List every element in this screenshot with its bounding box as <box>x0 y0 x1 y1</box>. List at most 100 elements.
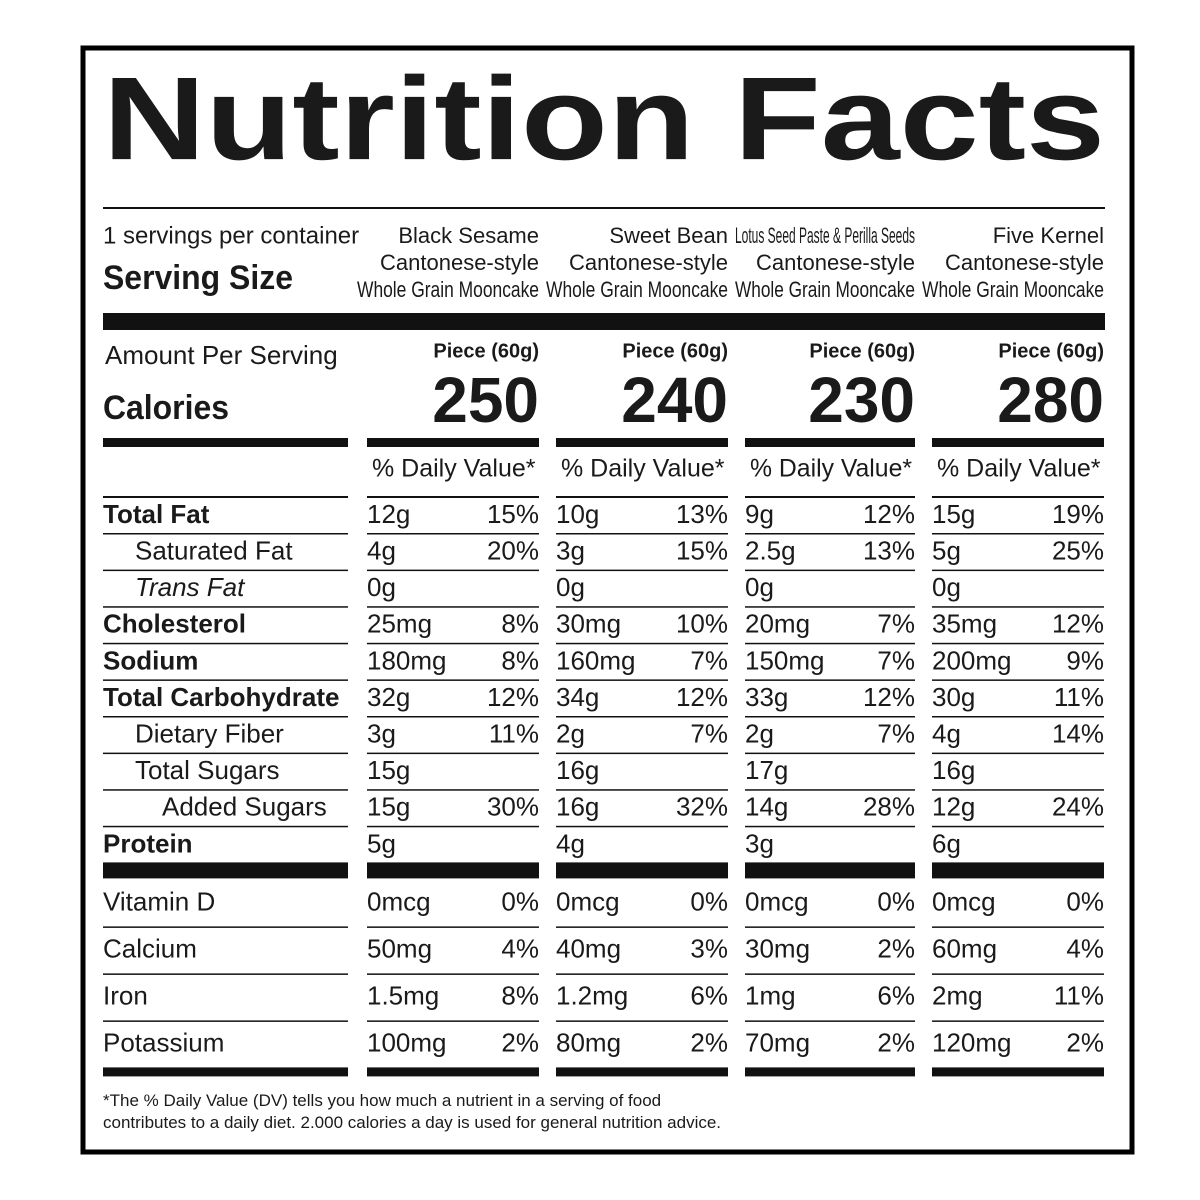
rule <box>745 1020 915 1022</box>
footnote: *The % Daily Value (DV) tells you how mu… <box>103 1091 661 1110</box>
nutrient-amount: 12g <box>367 499 410 529</box>
nutrient-amount: 0mcg <box>745 886 809 916</box>
nutrient-amount: 30g <box>932 682 975 712</box>
rule <box>556 496 728 498</box>
rule <box>932 825 1104 828</box>
nutrient-daily-value: 4% <box>1066 933 1104 963</box>
rule <box>932 606 1104 608</box>
calories-value: 230 <box>808 364 915 436</box>
nutrient-amount: 0mcg <box>367 886 431 916</box>
nutrient-amount: 16g <box>556 755 599 785</box>
rule <box>556 1067 728 1077</box>
rule <box>367 926 539 928</box>
product-name: Whole Grain Mooncake <box>357 277 539 302</box>
rule <box>103 606 348 608</box>
nutrient-daily-value: 25% <box>1052 535 1104 565</box>
nutrient-daily-value: 12% <box>863 682 915 712</box>
nutrient-amount: 34g <box>556 682 599 712</box>
nutrient-daily-value: 12% <box>487 682 539 712</box>
rule <box>103 679 348 681</box>
nutrient-amount: 0mcg <box>932 886 996 916</box>
rule <box>103 496 348 498</box>
nutrient-label: Potassium <box>103 1027 224 1057</box>
nutrient-amount: 5g <box>367 828 396 858</box>
rule <box>103 825 348 828</box>
product-name: Cantonese-style <box>756 250 915 275</box>
title: Nutrition Facts <box>103 53 1105 185</box>
nutrient-daily-value: 7% <box>877 645 915 675</box>
rule <box>932 862 1104 879</box>
nutrient-amount: 33g <box>745 682 788 712</box>
nutrient-daily-value: 13% <box>863 535 915 565</box>
nutrient-daily-value: 15% <box>487 499 539 529</box>
nutrient-amount: 1.2mg <box>556 980 628 1010</box>
rule <box>745 752 915 755</box>
nutrient-amount: 70mg <box>745 1027 810 1057</box>
rule <box>745 438 915 447</box>
nutrient-amount: 5g <box>932 535 961 565</box>
rule <box>932 496 1104 498</box>
rule <box>932 438 1104 447</box>
product-name: Cantonese-style <box>380 250 539 275</box>
nutrient-daily-value: 12% <box>1052 609 1104 639</box>
serving-size-label: Serving Size <box>103 259 293 297</box>
nutrient-amount: 4g <box>367 535 396 565</box>
rule <box>103 789 348 791</box>
nutrient-amount: 25mg <box>367 609 432 639</box>
rule <box>367 1020 539 1022</box>
nutrient-amount: 32g <box>367 682 410 712</box>
nutrient-amount: 4g <box>932 718 961 748</box>
rule <box>103 973 348 975</box>
nutrient-amount: 10g <box>556 499 599 529</box>
nutrient-daily-value: 32% <box>676 792 728 822</box>
nutrient-amount: 1mg <box>745 980 796 1010</box>
nutrient-amount: 0g <box>745 572 774 602</box>
rule <box>556 606 728 608</box>
nutrient-daily-value: 30% <box>487 792 539 822</box>
rule <box>556 752 728 755</box>
rule <box>103 1067 348 1077</box>
rule <box>367 1067 539 1077</box>
rule <box>932 752 1104 755</box>
nutrient-amount: 9g <box>745 499 774 529</box>
nutrient-label: Dietary Fiber <box>135 718 284 748</box>
nutrient-daily-value: 19% <box>1052 499 1104 529</box>
rule <box>367 862 539 879</box>
nutrient-amount: 17g <box>745 755 788 785</box>
nutrient-amount: 160mg <box>556 645 636 675</box>
product-name: Whole Grain Mooncake <box>546 277 728 302</box>
rule <box>745 716 915 718</box>
rule <box>103 752 348 755</box>
calories-value: 280 <box>997 364 1104 436</box>
nutrient-amount: 60mg <box>932 933 997 963</box>
nutrient-daily-value: 2% <box>877 933 915 963</box>
daily-value-header: % Daily Value* <box>750 455 912 483</box>
rule <box>367 825 539 828</box>
rule <box>932 1067 1104 1077</box>
nutrient-daily-value: 24% <box>1052 792 1104 822</box>
product-name: Five Kernel <box>993 223 1104 248</box>
nutrient-daily-value: 2% <box>877 1027 915 1057</box>
nutrient-daily-value: 4% <box>501 933 539 963</box>
serving-amount: Piece (60g) <box>998 340 1104 362</box>
rule <box>103 207 1105 209</box>
nutrient-amount: 14g <box>745 792 788 822</box>
product-name: Lotus Seed Paste & Perilla Seeds <box>735 223 915 248</box>
nutrient-daily-value: 7% <box>877 718 915 748</box>
rule <box>103 926 348 928</box>
rule <box>932 642 1104 645</box>
rule <box>745 825 915 828</box>
rule <box>556 438 728 447</box>
amount-per-serving: Amount Per Serving <box>105 340 338 370</box>
rule <box>367 752 539 755</box>
nutrient-daily-value: 9% <box>1066 645 1104 675</box>
nutrient-amount: 100mg <box>367 1027 447 1057</box>
rule <box>103 862 348 879</box>
daily-value-header: % Daily Value* <box>561 455 725 483</box>
rule <box>556 1020 728 1022</box>
rule <box>556 862 728 879</box>
product-name: Cantonese-style <box>945 250 1104 275</box>
rule <box>932 569 1104 572</box>
product-name: Whole Grain Mooncake <box>922 277 1104 302</box>
nutrient-amount: 16g <box>556 792 599 822</box>
